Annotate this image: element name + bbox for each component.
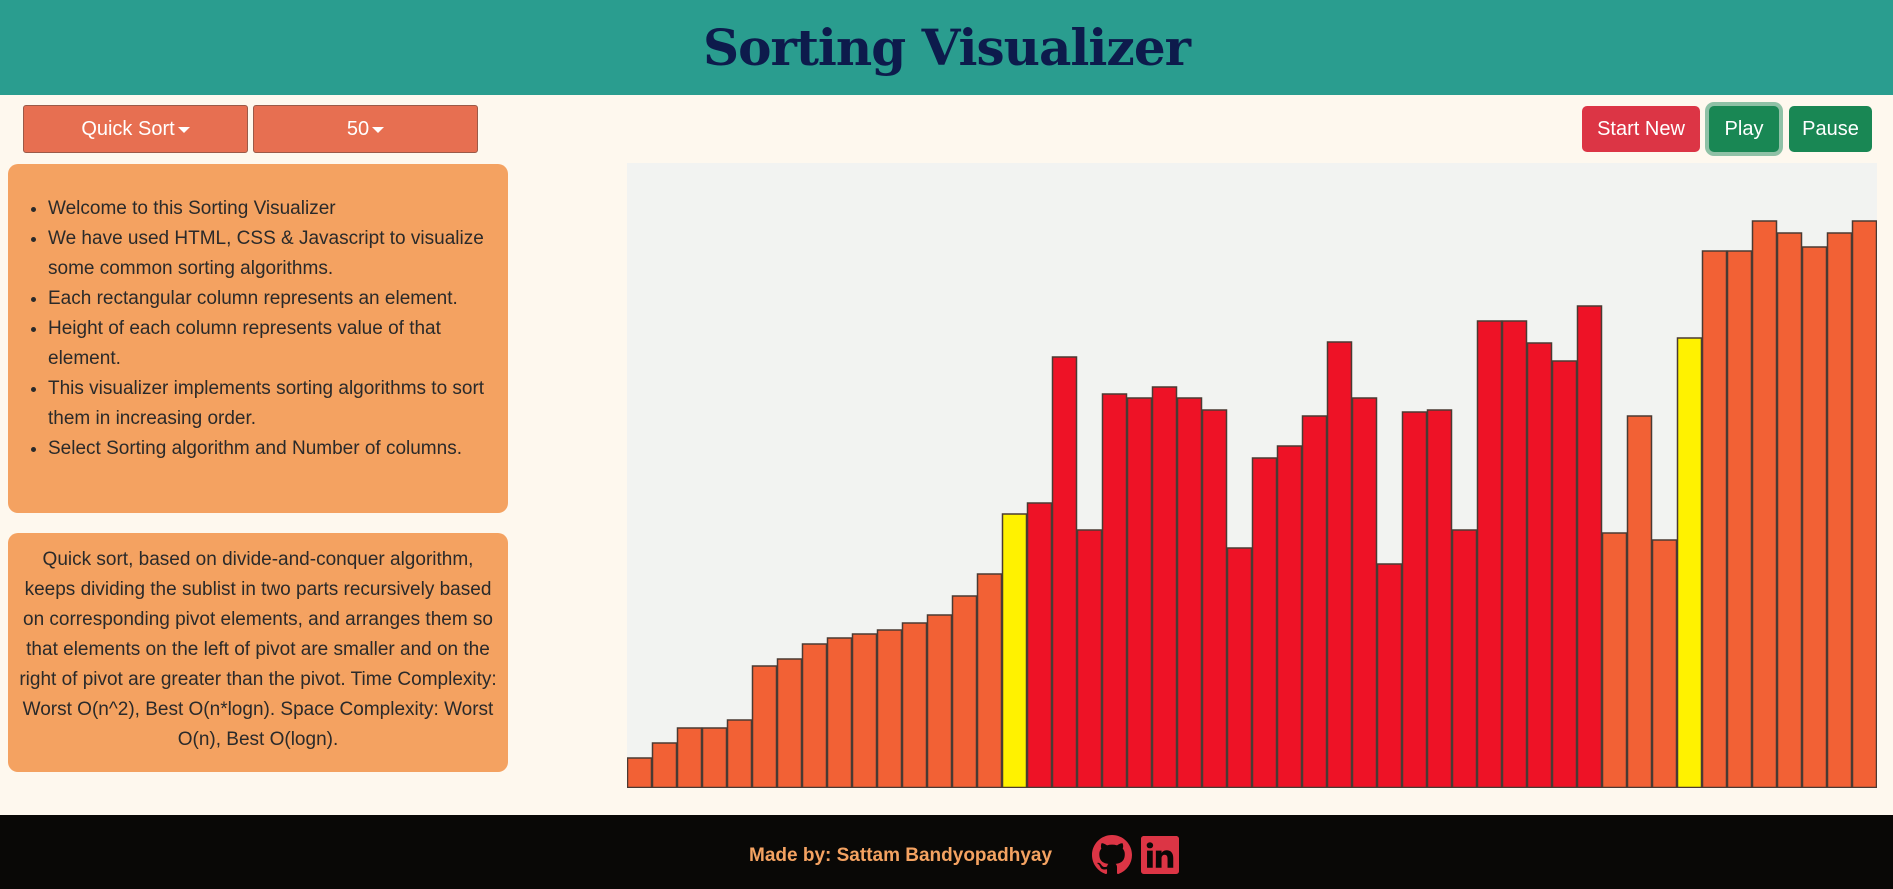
intro-card: Welcome to this Sorting Visualizer We ha…	[8, 164, 508, 513]
bars-canvas	[627, 220, 1877, 788]
bar	[1201, 409, 1228, 788]
algorithm-dropdown-label: Quick Sort	[81, 117, 175, 140]
bar	[1501, 320, 1528, 788]
bar	[1676, 337, 1703, 788]
bar	[1426, 409, 1453, 788]
bar	[1226, 547, 1253, 788]
bar	[676, 727, 703, 788]
bar	[1776, 232, 1803, 788]
linkedin-link[interactable]	[1139, 834, 1181, 876]
algorithm-description: Quick sort, based on divide-and-conquer …	[19, 549, 497, 750]
linkedin-icon	[1141, 836, 1179, 874]
bar	[1001, 513, 1028, 788]
bar	[1101, 393, 1128, 788]
intro-item: We have used HTML, CSS & Javascript to v…	[48, 224, 498, 284]
caret-down-icon	[177, 127, 190, 133]
intro-item: Welcome to this Sorting Visualizer	[48, 194, 498, 224]
play-button[interactable]: Play	[1709, 106, 1779, 152]
caret-down-icon	[372, 127, 385, 133]
bar	[1601, 532, 1628, 788]
page-title: Sorting Visualizer	[703, 18, 1191, 77]
bar	[1026, 502, 1053, 788]
bar	[726, 719, 753, 788]
bar	[826, 637, 853, 788]
bar	[1526, 342, 1553, 788]
pause-button[interactable]: Pause	[1789, 106, 1872, 152]
bar	[627, 757, 653, 788]
bar	[1851, 220, 1877, 788]
bar	[1451, 529, 1478, 788]
size-dropdown[interactable]: 50	[253, 105, 478, 153]
header: Sorting Visualizer	[0, 0, 1893, 95]
bar	[701, 727, 728, 788]
bar	[1701, 250, 1728, 788]
bar	[801, 643, 828, 788]
bar	[1551, 360, 1578, 788]
bar	[901, 622, 928, 788]
bar	[1326, 341, 1353, 788]
start-new-button[interactable]: Start New	[1582, 106, 1700, 152]
bar	[1351, 397, 1378, 788]
intro-item: Height of each column represents value o…	[48, 314, 498, 374]
bar	[951, 595, 978, 788]
bar	[1251, 457, 1278, 788]
bar	[1076, 529, 1103, 788]
bar	[1626, 415, 1653, 788]
bar	[1401, 411, 1428, 788]
bar	[651, 742, 678, 788]
intro-item: Select Sorting algorithm and Number of c…	[48, 434, 498, 464]
algorithm-description-card: Quick sort, based on divide-and-conquer …	[8, 533, 508, 772]
bar	[1301, 415, 1328, 788]
intro-item: Each rectangular column represents an el…	[48, 284, 498, 314]
bar	[776, 658, 803, 788]
github-link[interactable]	[1091, 834, 1133, 876]
bar	[1276, 445, 1303, 788]
bar	[1826, 232, 1853, 788]
algorithm-dropdown[interactable]: Quick Sort	[23, 105, 248, 153]
github-icon	[1092, 835, 1132, 875]
footer	[0, 815, 1893, 889]
bar	[1376, 563, 1403, 788]
bar	[1476, 320, 1503, 788]
bar	[976, 573, 1003, 788]
bar	[751, 665, 778, 788]
bar	[1176, 397, 1203, 788]
bar	[926, 614, 953, 788]
intro-item: This visualizer implements sorting algor…	[48, 374, 498, 434]
bar	[1651, 539, 1678, 788]
bar	[1726, 250, 1753, 788]
bar	[1126, 397, 1153, 788]
bar	[851, 633, 878, 788]
bar	[876, 629, 903, 788]
bar	[1151, 386, 1178, 788]
intro-list: Welcome to this Sorting Visualizer We ha…	[48, 194, 498, 464]
bar	[1051, 356, 1078, 788]
bar	[1576, 305, 1603, 788]
size-dropdown-label: 50	[346, 117, 370, 140]
footer-credit: Made by: Sattam Bandyopadhyay	[749, 845, 1053, 866]
bar	[1751, 220, 1778, 788]
bar-visualizer	[627, 163, 1877, 788]
bar	[1801, 246, 1828, 788]
